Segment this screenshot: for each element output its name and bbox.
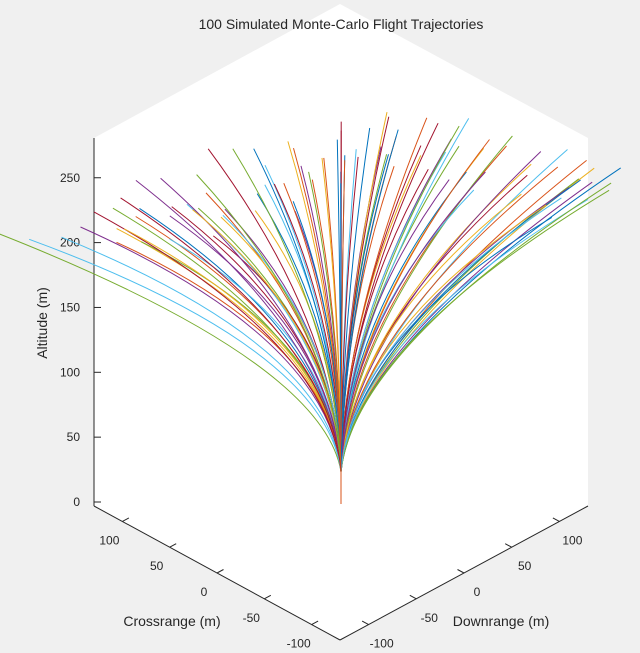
x-tick-label: 100: [562, 533, 582, 547]
x-tick-label: 0: [474, 585, 481, 599]
y-tick-mark: [216, 569, 224, 574]
chart-title: 100 Simulated Monte-Carlo Flight Traject…: [199, 16, 484, 32]
trajectory-line: [93, 211, 342, 504]
z-tick-label: 150: [60, 300, 80, 314]
y-tick-label: -50: [243, 611, 261, 625]
y-axis-ticks: -100 -50 0 50 100: [99, 517, 319, 651]
x-tick-mark: [552, 517, 560, 522]
z-tick-label: 0: [73, 495, 80, 509]
trajectory-line: [340, 160, 346, 504]
trajectory-line: [340, 179, 450, 504]
z-tick-label: 250: [60, 171, 80, 185]
x-axis-label: Downrange (m): [453, 613, 549, 629]
y-axis-label: Crossrange (m): [123, 613, 220, 629]
x-tick-label: 50: [518, 559, 532, 573]
trajectory-line: [196, 174, 342, 504]
y-tick-mark: [311, 620, 319, 625]
trajectory-line: [340, 154, 389, 504]
trajectory-line: [340, 171, 486, 504]
y-tick-label: 50: [150, 559, 164, 573]
trajectory-line: [293, 147, 342, 504]
y-tick-mark: [169, 543, 177, 548]
z-tick-label: 100: [60, 365, 80, 379]
y-tick-mark: [122, 517, 130, 522]
y-tick-mark: [264, 594, 272, 600]
x-axis-ticks: -100 -50 0 50 100: [361, 517, 583, 651]
trajectory-line: [232, 148, 342, 504]
trajectory-line: [61, 236, 342, 504]
x-tick-label: -100: [370, 637, 394, 651]
x-tick-mark: [504, 543, 512, 548]
z-tick-label: 50: [67, 430, 81, 444]
x-tick-mark: [457, 569, 465, 574]
trajectory-line: [340, 197, 562, 504]
trajectory-line: [340, 199, 589, 504]
y-tick-label: 100: [99, 533, 119, 547]
trajectories: [0, 111, 621, 504]
y-tick-label: 0: [201, 585, 208, 599]
x-tick-label: -50: [421, 611, 439, 625]
x-tick-mark: [409, 594, 417, 600]
z-axis-label: Altitude (m): [34, 287, 50, 359]
trajectory-line: [120, 197, 342, 504]
trajectory-line: [0, 233, 342, 504]
trajectory-line: [340, 182, 612, 504]
trajectory-line: [29, 238, 342, 504]
x-tick-mark: [361, 620, 369, 625]
y-tick-label: -100: [287, 637, 311, 651]
